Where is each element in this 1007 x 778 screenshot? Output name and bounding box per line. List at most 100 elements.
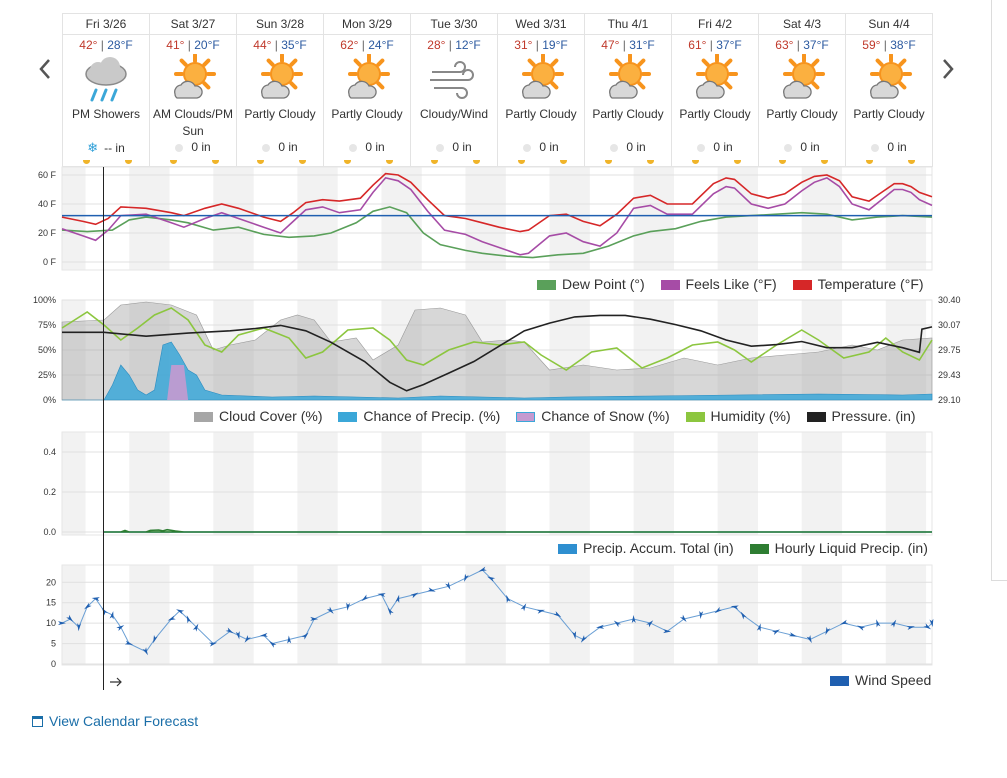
legend-label: Wind Speed <box>855 672 932 688</box>
wind-direction-marker <box>208 642 218 647</box>
temp-separator: | <box>448 38 452 52</box>
day-card[interactable]: Fri 3/26 42° | 28°F PM Showers ❄ -- in <box>63 14 150 166</box>
night-band <box>885 167 927 270</box>
showers-icon <box>85 57 127 102</box>
night-band <box>297 167 338 270</box>
precip-amount: 0 in <box>411 140 497 154</box>
wind-direction-marker <box>553 611 562 618</box>
arrow-right-icon <box>110 677 122 687</box>
night-band <box>62 432 86 535</box>
calendar-link-label: View Calendar Forecast <box>49 713 199 729</box>
high-temp: 28° <box>427 38 446 52</box>
legend-label: Humidity (%) <box>710 408 791 424</box>
wind-direction-marker <box>91 597 100 602</box>
precip-amount: 0 in <box>324 140 410 154</box>
partly-cloudy-icon <box>348 54 390 99</box>
night-band <box>297 565 338 665</box>
sunset-marker <box>647 160 654 164</box>
wind-direction-marker <box>225 627 234 634</box>
low-temp: 31°F <box>629 38 655 52</box>
condition-text: AM Clouds/PM Sun <box>152 107 234 138</box>
wind-icon <box>430 61 474 99</box>
wind-direction-marker <box>613 620 622 628</box>
day-card[interactable]: Sat 4/3 63° | 37°F Partly Cloudy 0 in <box>759 14 846 166</box>
low-temp: 37°F <box>716 38 742 52</box>
high-temp: 62° <box>340 38 359 52</box>
day-card[interactable]: Mon 3/29 62° | 24°F Partly Cloudy 0 in <box>324 14 411 166</box>
wind-direction-marker <box>58 621 66 626</box>
low-temp: 38°F <box>890 38 916 52</box>
day-card[interactable]: Tue 3/30 28° | 12°F Cloudy/Wind 0 in <box>411 14 498 166</box>
legend-wind-chart: Wind Speed <box>830 672 931 688</box>
sunrise-marker <box>779 160 786 164</box>
y-tick-label-right: 29.75 <box>938 345 961 355</box>
day-card[interactable]: Sun 3/28 44° | 35°F Partly Cloudy 0 in <box>237 14 324 166</box>
day-name: Sun 4/4 <box>846 14 932 35</box>
legend-swatch <box>749 544 769 555</box>
y-tick-label: 5 <box>51 639 56 649</box>
legend-temperature-chart: Dew Point (°) Feels Like (°F) Temperatur… <box>537 276 924 292</box>
wind-direction-marker <box>287 635 292 644</box>
legend-swatch <box>194 412 213 423</box>
hourly-liquid-line <box>104 528 932 533</box>
wind-direction-marker <box>506 594 511 604</box>
sunset-marker <box>908 160 915 164</box>
y-tick-label: 0.4 <box>43 447 56 457</box>
view-calendar-forecast-link[interactable]: View Calendar Forecast <box>32 713 198 729</box>
day-temps: 28° | 12°F <box>411 38 497 52</box>
series-line <box>61 206 933 259</box>
plot-frame <box>61 431 933 536</box>
wind-direction-marker <box>580 635 588 643</box>
y-tick-label: 50% <box>38 345 56 355</box>
night-band <box>381 167 422 270</box>
day-name: Fri 4/2 <box>672 14 758 35</box>
y-tick-label: 0 F <box>43 257 57 267</box>
day-card[interactable]: Sun 4/4 59° | 38°F Partly Cloudy 0 in <box>846 14 933 166</box>
condition-text: Partly Cloudy <box>505 107 577 121</box>
day-card[interactable]: Fri 4/2 61° | 37°F Partly Cloudy 0 in <box>672 14 759 166</box>
temp-separator: | <box>796 38 800 52</box>
temp-separator: | <box>361 38 365 52</box>
day-temps: 41° | 20°F <box>150 38 236 52</box>
y-tick-label: 20 <box>46 577 56 587</box>
low-temp: 12°F <box>455 38 481 52</box>
y-tick-label: 0 <box>51 659 56 669</box>
day-card[interactable]: Sat 3/27 41° | 20°F AM Clouds/PM Sun 0 in <box>150 14 237 166</box>
partly-cloudy-icon <box>609 54 651 99</box>
wind-direction-marker <box>153 635 158 644</box>
day-temps: 59° | 38°F <box>846 38 932 52</box>
day-temps: 42° | 28°F <box>63 38 149 52</box>
night-band <box>717 565 758 665</box>
precip-amount: 0 in <box>759 140 845 154</box>
sunrise-marker <box>257 160 264 164</box>
precip-amount: 0 in <box>498 140 584 154</box>
precip-value: 0 in <box>539 140 559 154</box>
condition-text: Partly Cloudy <box>592 107 664 121</box>
day-name: Thu 4/1 <box>585 14 671 35</box>
precip-value: 0 in <box>365 140 385 154</box>
next-days-button[interactable] <box>937 54 959 84</box>
wind-direction-marker <box>259 632 268 637</box>
partly-cloudy-icon <box>783 54 825 99</box>
legend-swatch <box>830 676 849 687</box>
y-tick-label: 20 F <box>38 228 57 238</box>
prev-days-button[interactable] <box>34 54 56 84</box>
sunrise-marker <box>692 160 699 164</box>
day-card[interactable]: Thu 4/1 47° | 31°F Partly Cloudy 0 in <box>585 14 672 166</box>
wind-direction-marker <box>326 606 334 614</box>
legend-label: Cloud Cover (%) <box>219 408 323 424</box>
y-tick-label-right: 29.10 <box>938 395 961 405</box>
y-tick-label: 60 F <box>38 170 57 180</box>
day-card[interactable]: Wed 3/31 31° | 19°F Partly Cloudy 0 in <box>498 14 585 166</box>
day-temps: 61° | 37°F <box>672 38 758 52</box>
wind-direction-marker <box>890 619 897 628</box>
day-temps: 44° | 35°F <box>237 38 323 52</box>
day-name: Wed 3/31 <box>498 14 584 35</box>
sunrise-marker <box>170 160 177 164</box>
wind-direction-marker <box>679 614 687 623</box>
page-scrollbar[interactable] <box>991 0 1007 581</box>
plot-frame <box>61 564 933 666</box>
day-temps: 62° | 24°F <box>324 38 410 52</box>
legend-swatch <box>516 412 536 423</box>
wind-direction-marker <box>445 581 451 590</box>
